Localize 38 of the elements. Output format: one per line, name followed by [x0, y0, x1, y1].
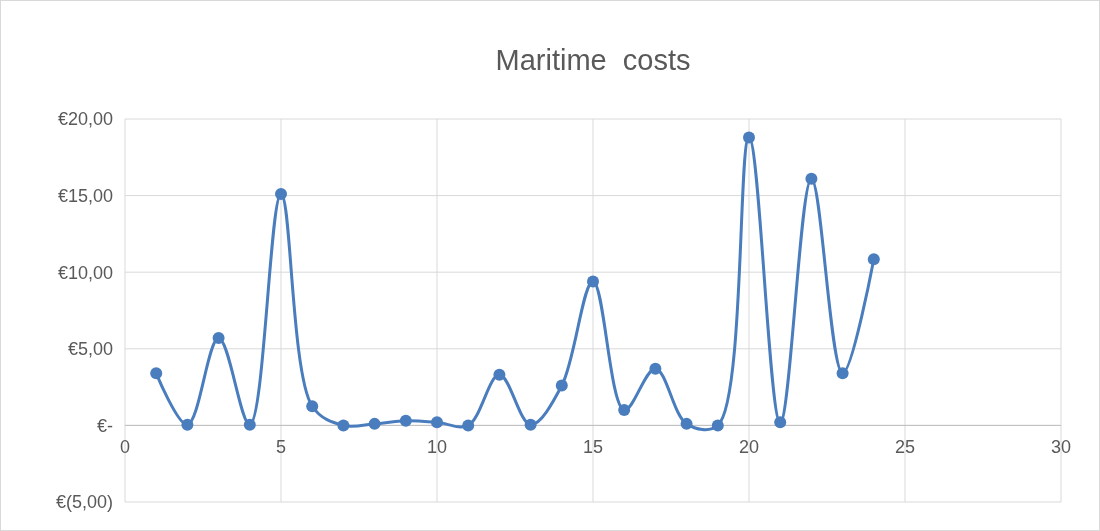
y-tick-label: €5,00: [67, 339, 113, 360]
point: [618, 404, 631, 417]
point: [555, 379, 568, 392]
point: [493, 368, 506, 381]
point: [462, 419, 475, 432]
y-tick-label: €(5,00): [55, 492, 113, 513]
point: [399, 414, 412, 427]
x-tick-label: 25: [894, 437, 916, 458]
y-tick-label: €15,00: [57, 185, 113, 206]
point: [181, 418, 194, 431]
point: [306, 400, 319, 413]
chart-title: Maritime costs: [495, 44, 691, 76]
point: [836, 367, 849, 380]
point: [649, 362, 662, 375]
point: [680, 417, 693, 430]
x-tick-label: 5: [275, 437, 287, 458]
y-tick-label: €20,00: [57, 109, 113, 130]
x-tick-label: 20: [738, 437, 760, 458]
point: [243, 418, 256, 431]
point: [805, 172, 818, 185]
point: [150, 367, 163, 380]
point: [774, 416, 787, 429]
point: [711, 419, 724, 432]
y-tick-label: €10,00: [57, 262, 113, 283]
point: [212, 332, 225, 345]
x-tick-label: 0: [119, 437, 131, 458]
point: [368, 417, 381, 430]
point: [337, 419, 350, 432]
point: [587, 275, 599, 288]
point: [431, 416, 443, 429]
point: [867, 253, 880, 266]
point: [743, 131, 755, 144]
y-tick-label: €-: [96, 415, 113, 436]
x-tick-label: 10: [426, 437, 448, 458]
x-tick-label: 30: [1050, 437, 1072, 458]
x-tick-label: 15: [582, 437, 604, 458]
point: [524, 418, 537, 431]
point: [275, 188, 287, 201]
